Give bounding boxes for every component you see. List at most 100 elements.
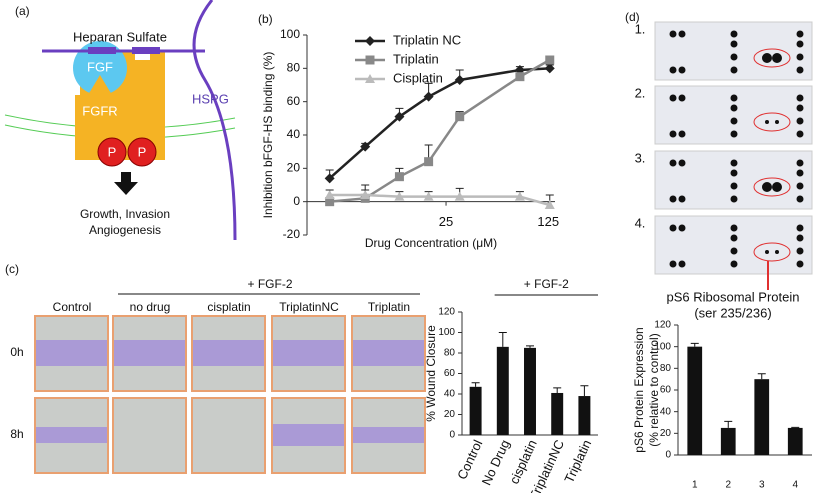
label: Growth, Invasion — [80, 207, 170, 221]
marker — [514, 191, 525, 201]
micrograph — [191, 397, 266, 474]
spot — [775, 120, 779, 124]
marker — [455, 112, 465, 122]
y-tick-label: 100 — [654, 341, 671, 352]
marker — [365, 74, 375, 83]
micrograph — [112, 397, 187, 474]
marker — [544, 200, 555, 209]
spot — [796, 182, 804, 190]
spot — [669, 195, 677, 203]
marker — [424, 157, 434, 167]
error-bar — [791, 426, 800, 428]
column-label: cisplatin — [207, 300, 250, 314]
bar — [787, 427, 803, 455]
y-axis-label: (% relative to control) — [647, 333, 661, 446]
spot — [678, 94, 686, 102]
label: Angiogenesis — [89, 223, 161, 237]
spot — [775, 250, 779, 254]
spot — [765, 250, 769, 254]
spot — [730, 117, 738, 125]
marker — [360, 141, 371, 152]
marker — [454, 191, 465, 201]
wound-area — [193, 340, 264, 366]
spot — [765, 120, 769, 124]
wound-area — [273, 340, 344, 366]
spot — [730, 40, 738, 48]
bar — [469, 386, 482, 435]
error-bar — [757, 373, 766, 380]
y-tick-label: -20 — [283, 227, 301, 241]
marker — [394, 172, 404, 182]
spot — [678, 224, 686, 232]
y-tick-label: 0 — [665, 450, 671, 461]
spot — [796, 169, 804, 177]
spot — [796, 117, 804, 125]
x-tick-label: 4 — [792, 480, 798, 491]
spot — [669, 66, 677, 74]
spot — [730, 247, 738, 255]
spot — [669, 260, 677, 268]
row-label: 8h — [10, 427, 23, 441]
spot — [796, 260, 804, 268]
y-tick-label: 40 — [660, 406, 672, 417]
spot — [772, 182, 782, 192]
marker — [515, 72, 525, 82]
receptor-shape — [85, 75, 115, 100]
hs-block — [88, 47, 116, 54]
label: P — [108, 144, 117, 159]
spot — [796, 159, 804, 167]
y-tick-label: 0 — [449, 430, 455, 441]
column-label: TriplatinNC — [279, 300, 339, 314]
phospho-circle — [97, 137, 127, 167]
spot — [730, 66, 738, 74]
y-tick-label: 20 — [287, 161, 301, 175]
spot — [669, 94, 677, 102]
spot — [796, 94, 804, 102]
error-bar — [580, 385, 589, 397]
y-tick-label: 80 — [287, 61, 301, 75]
spot — [669, 159, 677, 167]
marker — [365, 36, 375, 46]
y-tick-label: 20 — [660, 428, 672, 439]
spot — [669, 130, 677, 138]
wound-area — [353, 340, 424, 366]
wound-area — [36, 427, 107, 443]
marker — [423, 91, 434, 102]
spot — [796, 195, 804, 203]
error-bar — [553, 387, 562, 393]
y-tick-label: 20 — [444, 409, 456, 420]
wound-area — [36, 340, 107, 366]
spot — [796, 247, 804, 255]
bar — [687, 346, 703, 455]
wound-area — [353, 427, 424, 443]
y-axis-label: pS6 Protein Expression — [632, 327, 646, 452]
marker — [324, 190, 335, 199]
y-tick-label: 80 — [444, 348, 456, 359]
legend-label: Cisplatin — [393, 70, 443, 85]
marker — [360, 190, 371, 199]
spot — [678, 260, 686, 268]
spot — [772, 53, 782, 63]
y-axis-label: Inhibition bFGF-HS binding (%) — [261, 52, 275, 219]
panel-label: (d) — [625, 10, 640, 24]
marker — [544, 63, 555, 74]
group-label: + FGF-2 — [247, 277, 292, 291]
y-tick-label: 100 — [280, 27, 300, 41]
bar — [551, 392, 564, 435]
column-label: Triplatin — [368, 300, 410, 314]
spot — [730, 104, 738, 112]
spot — [796, 224, 804, 232]
label: P — [138, 144, 147, 159]
marker — [365, 55, 375, 65]
marker — [325, 197, 335, 207]
spot — [730, 260, 738, 268]
error-bar — [724, 420, 733, 428]
marker — [324, 173, 335, 184]
fgf-shape — [73, 41, 127, 95]
column-label: Control — [53, 300, 92, 314]
spot — [796, 234, 804, 242]
diagram: (a) Heparan Sulfate FGF FGFR HSPG P P Gr… — [4, 0, 237, 241]
highlight — [753, 112, 791, 132]
marker — [423, 191, 434, 201]
